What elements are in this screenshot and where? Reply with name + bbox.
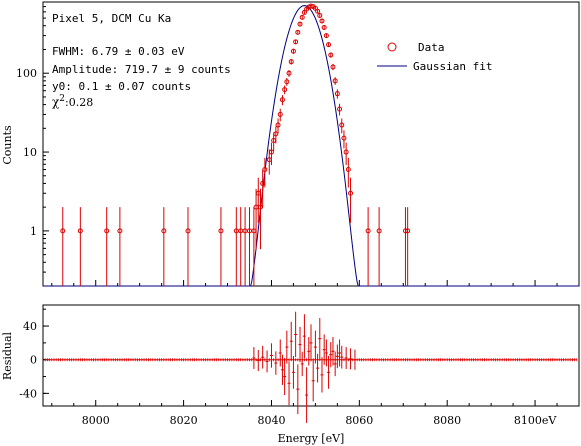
y0-annotation: y0: 0.1 ± 0.07 counts [52, 80, 191, 93]
res-y-tick-label: 0 [30, 354, 37, 367]
data-point [326, 42, 332, 48]
data-point [301, 9, 307, 15]
chi-annotation: χ2:0.28 [52, 94, 93, 109]
data-point [339, 122, 345, 128]
legend-data-label: Data [418, 41, 445, 54]
gaussian-fit-curve [43, 5, 579, 287]
amplitude-annotation: Amplitude: 719.7 ± 9 counts [52, 63, 231, 76]
data-point [337, 106, 343, 112]
data-point [376, 228, 382, 234]
legend-fit-label: Gaussian fit [413, 60, 492, 73]
y-tick-label: 1 [30, 225, 37, 238]
data-point [117, 228, 123, 234]
data-point [328, 52, 334, 58]
main-axis-ticks: 1 10 100 [16, 1, 580, 287]
data-point [284, 79, 290, 85]
x-tick-label: 8100eV [514, 414, 558, 427]
data-point [104, 228, 110, 234]
data-point [286, 70, 292, 76]
data-point [295, 29, 301, 35]
data-point [273, 131, 279, 137]
y-tick-label: 10 [23, 146, 37, 159]
data-point [185, 228, 191, 234]
main-plot-frame [42, 1, 580, 287]
x-axis-label: Energy [eV] [278, 432, 345, 445]
data-point [330, 64, 336, 70]
x-tick-label: 8040 [257, 414, 285, 427]
legend-data-marker [387, 42, 397, 52]
data-point [343, 149, 349, 155]
x-tick-label: 8000 [82, 414, 110, 427]
chart-title: Pixel 5, DCM Cu Ka [52, 12, 171, 25]
data-point [218, 228, 224, 234]
x-tick-label: 8020 [170, 414, 198, 427]
data-point [341, 135, 347, 141]
data-point [279, 97, 285, 103]
data-point [334, 91, 340, 97]
y-axis-label-residual: Residual [1, 331, 14, 380]
data-point [297, 21, 303, 27]
data-point [277, 111, 283, 117]
data-point [348, 190, 354, 196]
legend: Data Gaussian fit [377, 41, 492, 73]
y-axis-label-counts: Counts [1, 125, 14, 165]
residual-points [44, 311, 578, 423]
data-point [365, 228, 371, 234]
data-point [77, 228, 83, 234]
data-point [323, 33, 329, 39]
data-point [268, 149, 274, 155]
chi-symbol: χ [52, 95, 60, 109]
fit-line [43, 5, 579, 287]
data-point [60, 228, 66, 234]
chi-superscript: 2 [59, 94, 65, 104]
data-point [317, 12, 323, 18]
data-point [293, 39, 299, 45]
chi-value: :0.28 [65, 96, 93, 109]
data-point [262, 167, 268, 173]
residual-plot-frame [42, 304, 580, 407]
data-point [288, 59, 294, 65]
data-point [332, 78, 338, 84]
x-tick-label: 8080 [433, 414, 461, 427]
residual-axis-ticks: -40 0 40 8000 8020 8040 8060 8080 8100eV [19, 308, 580, 427]
data-point [319, 18, 325, 24]
data-point [282, 87, 288, 93]
data-point [321, 24, 327, 30]
data-points [60, 3, 411, 286]
data-point [405, 228, 411, 234]
data-point [290, 48, 296, 54]
data-point [299, 14, 305, 20]
res-y-tick-label: 40 [23, 320, 37, 333]
data-point [345, 167, 351, 173]
x-tick-label: 8060 [345, 414, 373, 427]
data-point [315, 8, 321, 14]
fwhm-annotation: FWHM: 6.79 ± 0.03 eV [52, 45, 185, 58]
data-point [275, 122, 281, 128]
y-tick-label: 100 [16, 67, 37, 80]
data-point [161, 228, 167, 234]
res-y-tick-label: -40 [19, 387, 37, 400]
